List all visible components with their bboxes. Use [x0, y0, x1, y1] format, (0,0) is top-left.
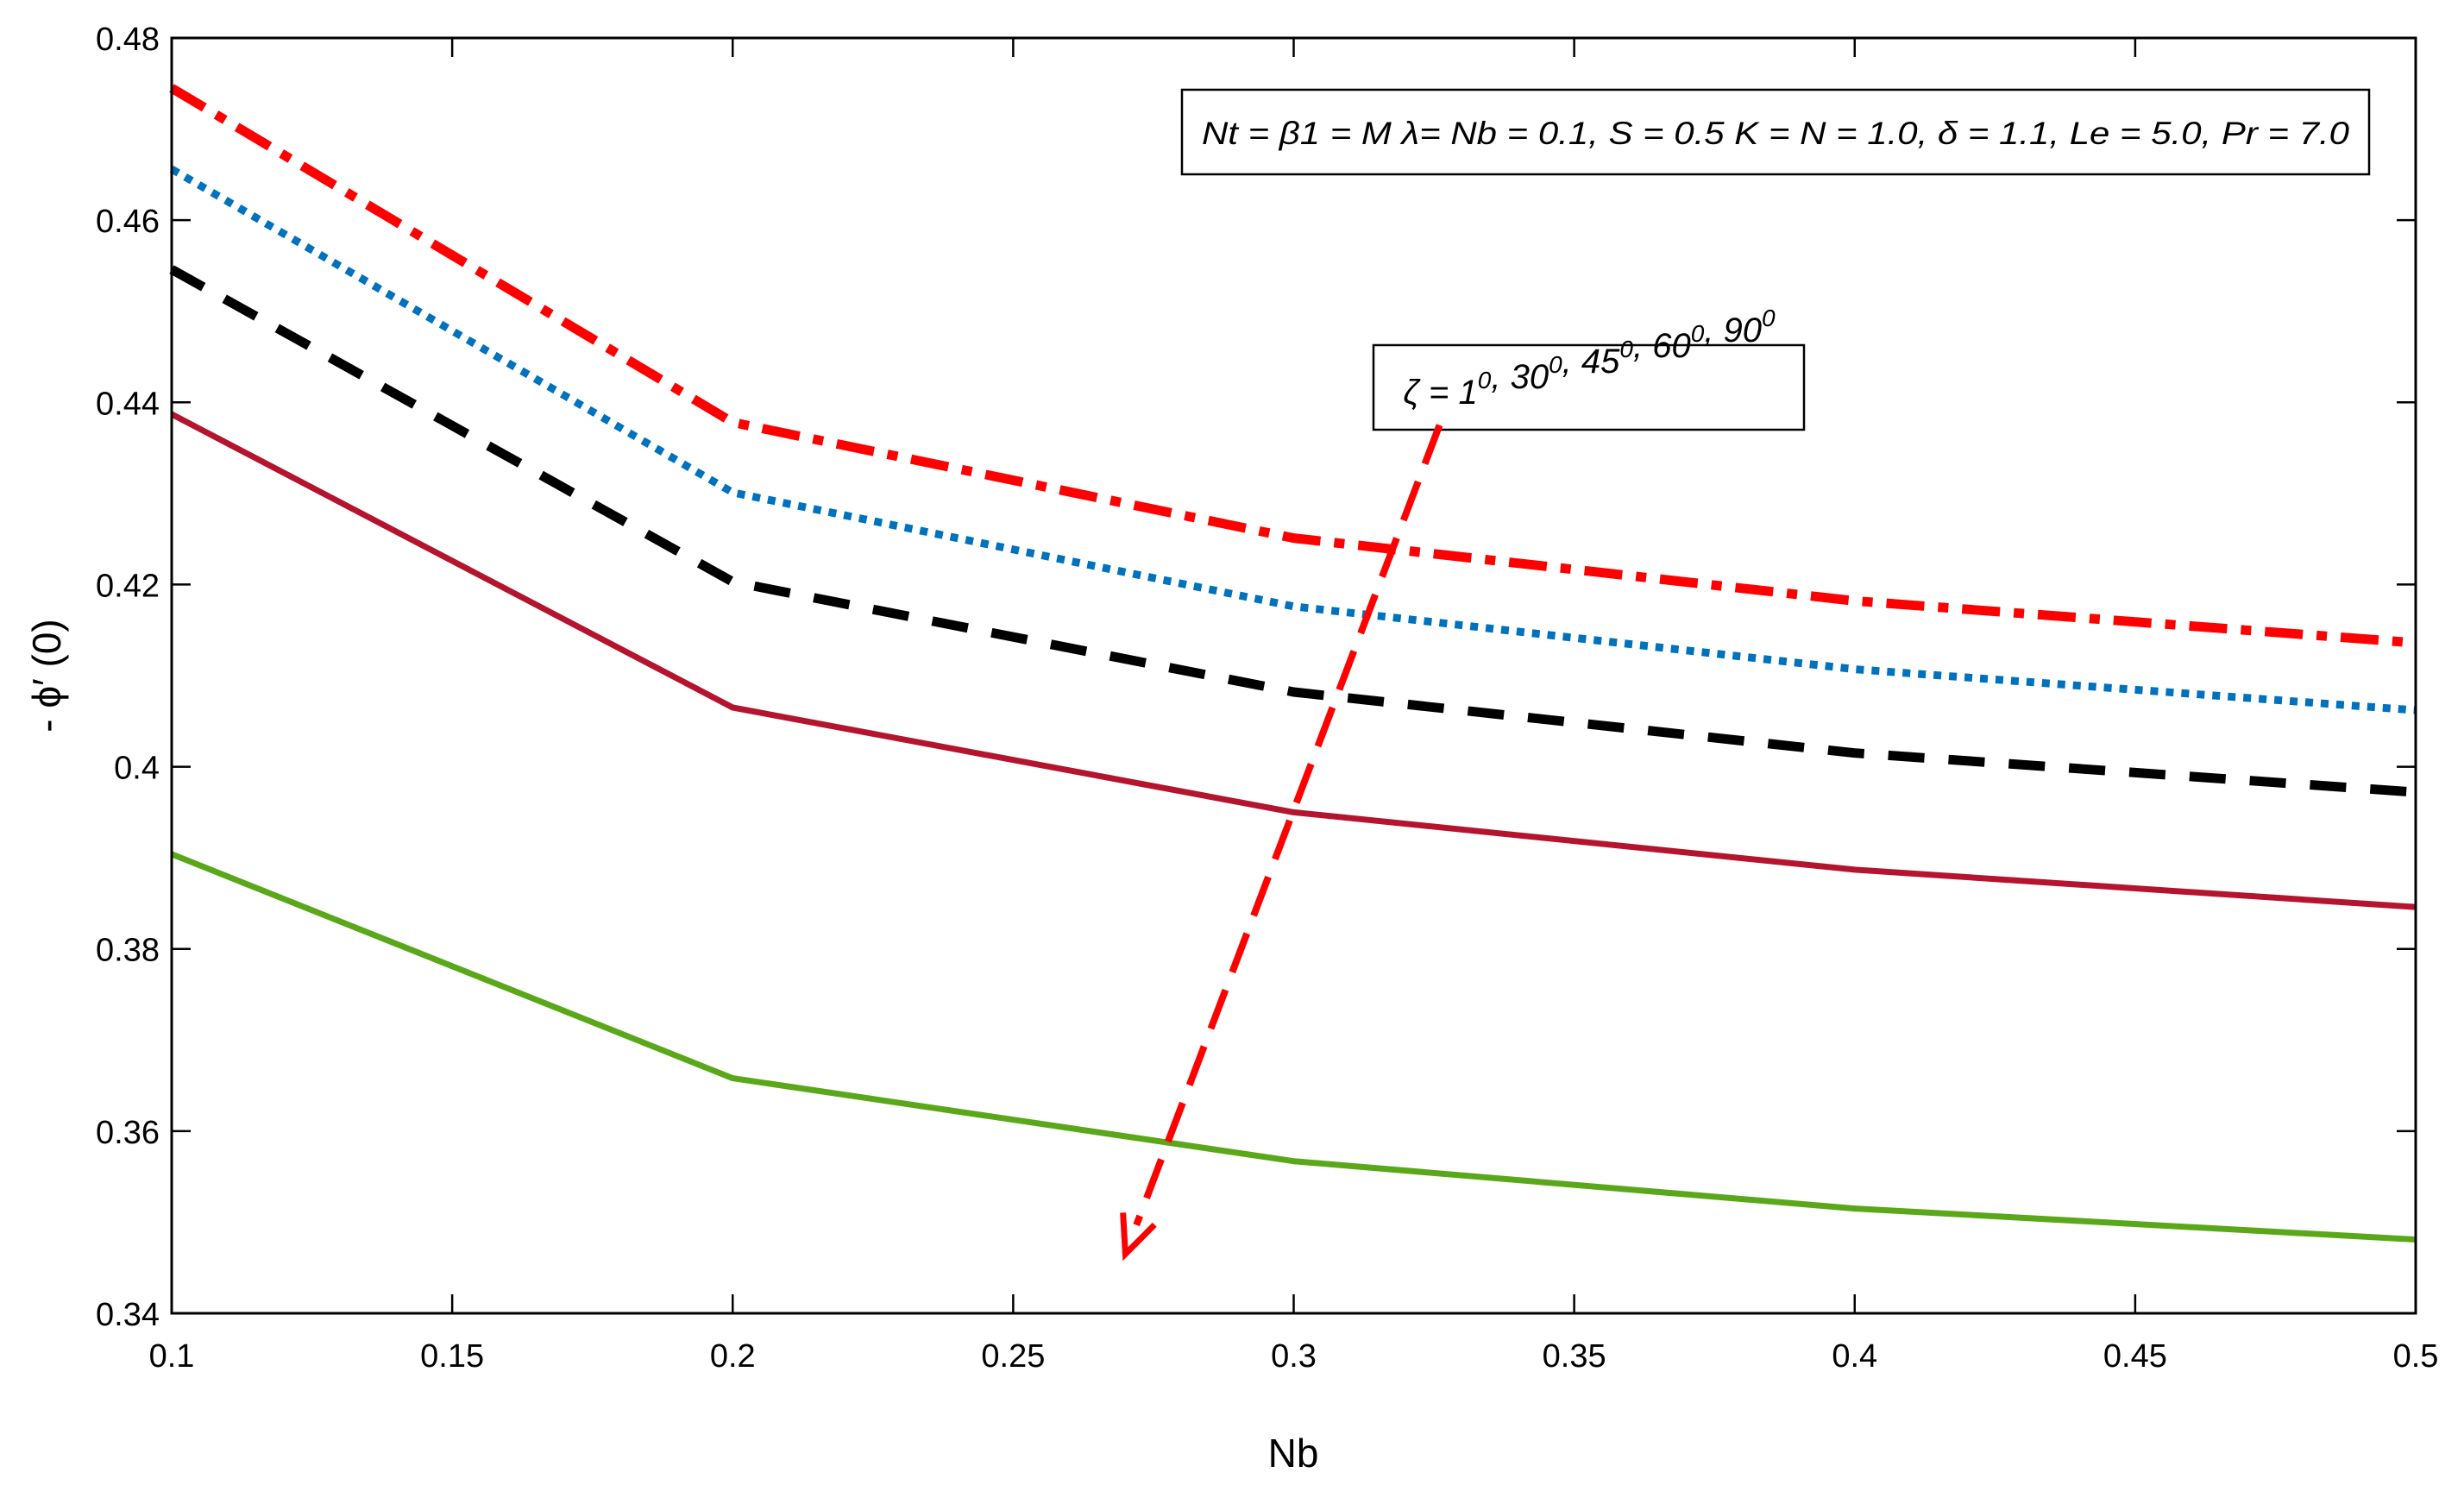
- series-line-4: [170, 411, 2417, 910]
- y-tick-label: 0.42: [96, 568, 160, 604]
- x-tick-label: 0.1: [149, 1338, 195, 1375]
- x-axis-title: Nb: [1268, 1431, 1319, 1476]
- x-tick-label: 0.45: [2103, 1338, 2167, 1375]
- y-tick-labels: 0.34 0.36 0.38 0.4 0.42 0.44 0.46 0.48: [96, 22, 160, 1333]
- x-tick-label: 0.2: [710, 1338, 756, 1375]
- x-tick-label: 0.5: [2393, 1338, 2439, 1375]
- y-tick-label: 0.46: [96, 204, 160, 240]
- x-tick-label: 0.25: [981, 1338, 1045, 1375]
- params-annotation-box: Nt = β1 = M λ= Nb = 0.1, S = 0.5 K = N =…: [1180, 88, 2371, 176]
- trend-arrow: [1120, 424, 1443, 1262]
- x-tick-labels: 0.1 0.15 0.2 0.25 0.3 0.35 0.4 0.45 0.5: [149, 1338, 2439, 1375]
- params-annotation-text: Nt = β1 = M λ= Nb = 0.1, S = 0.5 K = N =…: [1202, 116, 2349, 151]
- series-line-5: [170, 851, 2417, 1243]
- x-tick-label: 0.3: [1271, 1338, 1317, 1375]
- y-axis-title: - ϕ′ (0): [24, 619, 69, 733]
- zeta-annotation-box: ζ = 10, 300, 450, 600, 900: [1372, 305, 1806, 431]
- x-tick-label: 0.4: [1832, 1338, 1877, 1375]
- x-tick-label: 0.15: [420, 1338, 484, 1375]
- y-tick-label: 0.4: [114, 751, 160, 787]
- plot-frame: [170, 36, 2417, 1315]
- y-tick-label: 0.48: [96, 22, 160, 58]
- trend-arrow-shaft: [1133, 424, 1443, 1227]
- series-line-1: [169, 84, 2417, 648]
- zeta-annotation-text: ζ = 10, 300, 450, 600, 900: [1403, 305, 1776, 412]
- trend-arrow-head: [1120, 1212, 1157, 1262]
- y-tick-label: 0.34: [96, 1297, 160, 1333]
- y-tick-label: 0.36: [96, 1115, 160, 1151]
- y-tick-label: 0.44: [96, 386, 160, 422]
- series-line-3: [169, 265, 2417, 797]
- series-layer: [169, 84, 2417, 1243]
- x-tick-label: 0.35: [1543, 1338, 1606, 1375]
- y-tick-label: 0.38: [96, 933, 160, 969]
